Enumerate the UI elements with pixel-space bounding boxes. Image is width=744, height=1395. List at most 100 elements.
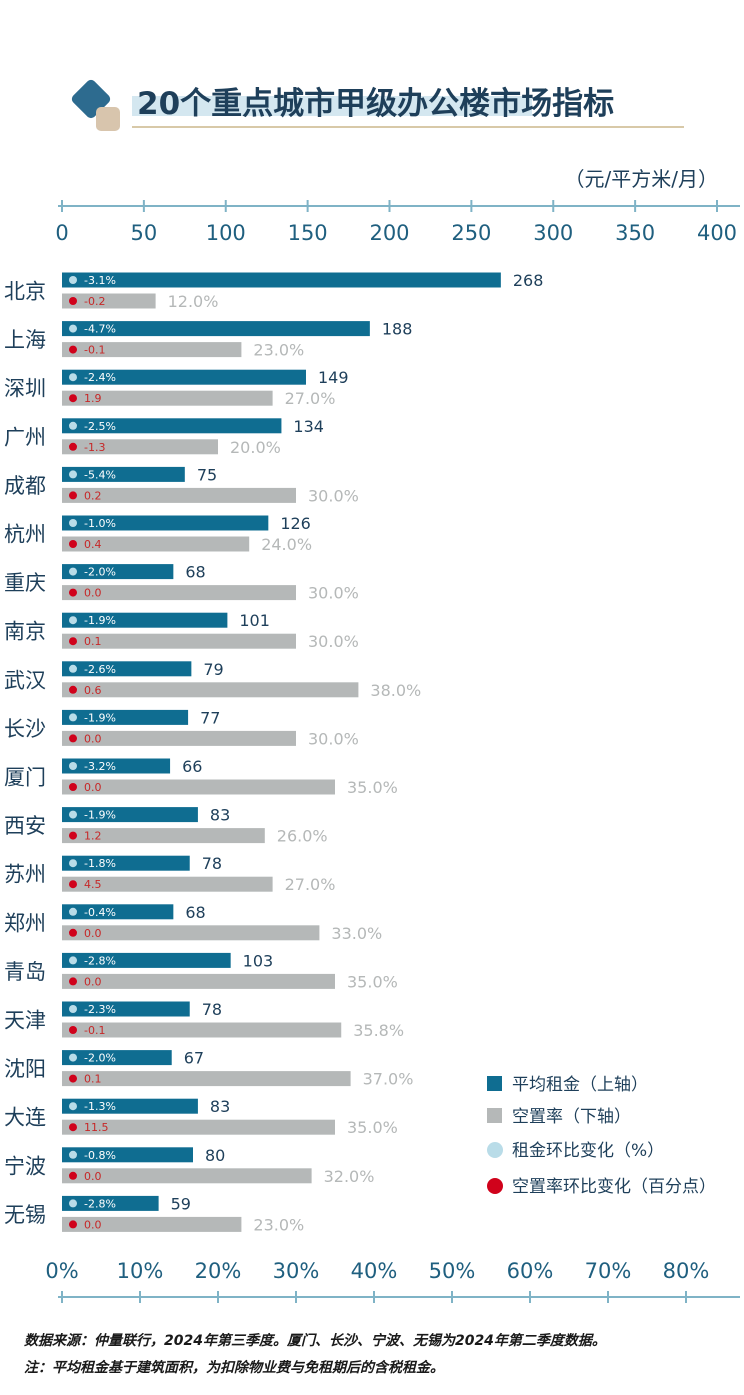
rent-value-label: 134 xyxy=(293,417,324,436)
vacancy-bar xyxy=(62,585,296,601)
vacancy-change-label: 0.6 xyxy=(84,684,102,697)
city-label: 长沙 xyxy=(4,717,46,741)
top-axis-tick-label: 0 xyxy=(55,221,68,245)
legend: 平均租金（上轴） 空置率（下轴） 租金环比变化（%） 空置率环比变化（百分点） xyxy=(487,1075,716,1197)
vacancy-bar xyxy=(62,779,335,795)
rent-change-dot xyxy=(69,1102,77,1111)
legend-vacancy-change-dot xyxy=(487,1178,503,1194)
legend-vacancy-swatch xyxy=(487,1108,502,1123)
vacancy-change-dot xyxy=(69,928,77,937)
top-axis-unit: （元/平方米/月） xyxy=(565,167,718,191)
rent-value-label: 59 xyxy=(171,1194,191,1213)
city-label: 重庆 xyxy=(4,571,46,595)
vacancy-bar xyxy=(62,1168,312,1184)
rent-bar xyxy=(62,1098,198,1114)
rent-value-label: 268 xyxy=(513,271,544,290)
vacancy-value-label: 37.0% xyxy=(363,1070,414,1089)
bottom-axis-tick-label: 80% xyxy=(663,1259,710,1283)
vacancy-bar xyxy=(62,925,320,941)
rent-bar xyxy=(62,612,228,628)
vacancy-bar xyxy=(62,730,296,746)
vacancy-change-dot xyxy=(69,588,77,597)
rent-value-label: 77 xyxy=(200,708,220,727)
bottom-axis-tick-label: 0% xyxy=(45,1259,78,1283)
vacancy-bar xyxy=(62,828,265,844)
city-label: 深圳 xyxy=(4,377,46,401)
bottom-axis-tick-label: 20% xyxy=(195,1259,242,1283)
rent-change-label: -3.1% xyxy=(84,274,116,287)
rent-bar xyxy=(62,904,174,920)
vacancy-value-label: 27.0% xyxy=(285,875,336,894)
vacancy-change-dot xyxy=(69,783,77,791)
vacancy-change-dot xyxy=(69,1220,77,1229)
city-label: 苏州 xyxy=(4,863,46,887)
legend-vacancy-change-label: 空置率环比变化（百分点） xyxy=(512,1177,716,1197)
rent-change-dot xyxy=(69,276,77,284)
footnote: 注：平均租金基于建筑面积，为扣除物业费与免租期后的含税租金。 xyxy=(24,1359,444,1376)
rent-bar xyxy=(62,855,190,871)
vacancy-change-label: 11.5 xyxy=(84,1121,109,1134)
rent-bar xyxy=(62,709,189,725)
title-decoration xyxy=(71,79,684,131)
rent-change-label: -2.8% xyxy=(84,1197,116,1210)
rent-change-label: -1.3% xyxy=(84,1100,116,1113)
vacancy-bar xyxy=(62,390,273,406)
vacancy-value-label: 30.0% xyxy=(308,486,359,505)
vacancy-change-label: 0.1 xyxy=(84,1073,102,1086)
bars-area: 北京 -3.1% 268 -0.2 12.0% 上海 -4.7% 188 -0.1 23.0% 深圳… xyxy=(4,271,543,1234)
city-label: 宁波 xyxy=(4,1154,46,1178)
rent-change-dot xyxy=(69,421,77,430)
rent-change-dot xyxy=(69,567,77,576)
vacancy-bar xyxy=(62,876,273,892)
rent-change-dot xyxy=(69,907,77,916)
rent-bar xyxy=(62,272,501,288)
rent-value-label: 68 xyxy=(185,903,205,922)
vacancy-change-label: 1.9 xyxy=(84,392,102,405)
vacancy-bar xyxy=(62,1071,351,1087)
vacancy-value-label: 38.0% xyxy=(370,681,421,700)
vacancy-value-label: 35.0% xyxy=(347,1118,398,1137)
vacancy-change-dot xyxy=(69,394,77,403)
bottom-axis-tick-label: 60% xyxy=(507,1259,554,1283)
rent-change-dot xyxy=(69,1053,77,1062)
rent-bar xyxy=(62,1050,172,1066)
city-label: 天津 xyxy=(4,1009,46,1033)
legend-rent-change-label: 租金环比变化（%） xyxy=(512,1141,664,1161)
vacancy-change-dot xyxy=(69,1026,77,1034)
rent-change-dot xyxy=(69,1199,77,1208)
rent-change-label: -1.0% xyxy=(84,517,116,530)
vacancy-change-label: 0.0 xyxy=(84,587,102,600)
rent-change-label: -1.9% xyxy=(84,614,116,627)
legend-rent-change-dot xyxy=(487,1142,503,1158)
vacancy-change-label: 0.1 xyxy=(84,635,102,648)
vacancy-value-label: 32.0% xyxy=(324,1167,375,1186)
legend-rent-label: 平均租金（上轴） xyxy=(512,1075,648,1095)
city-label: 青岛 xyxy=(4,960,46,984)
chart-title: 20个重点城市甲级办公楼市场指标 xyxy=(137,86,614,122)
rent-bar xyxy=(62,515,269,531)
vacancy-value-label: 12.0% xyxy=(168,292,219,311)
rent-change-dot xyxy=(69,324,77,333)
city-label: 郑州 xyxy=(4,911,46,935)
rent-value-label: 126 xyxy=(280,514,311,533)
rent-change-label: -1.9% xyxy=(84,711,116,724)
city-label: 成都 xyxy=(4,474,46,498)
rent-change-label: -1.8% xyxy=(84,857,116,870)
vacancy-value-label: 30.0% xyxy=(308,632,359,651)
vacancy-change-dot xyxy=(69,540,77,548)
rent-change-label: -0.4% xyxy=(84,906,116,919)
rent-change-dot xyxy=(69,664,77,673)
rent-value-label: 75 xyxy=(197,465,217,484)
rent-value-label: 188 xyxy=(382,320,413,339)
city-label: 杭州 xyxy=(4,523,46,547)
city-label: 南京 xyxy=(4,620,46,644)
rent-change-label: -2.5% xyxy=(84,420,116,433)
vacancy-change-label: 0.0 xyxy=(84,1218,102,1231)
vacancy-change-label: -0.1 xyxy=(84,344,105,357)
vacancy-change-label: 0.0 xyxy=(84,927,102,940)
top-axis-tick-label: 400 xyxy=(697,221,737,245)
rent-bar xyxy=(62,466,185,482)
top-axis-tick-label: 250 xyxy=(451,221,491,245)
rent-bar xyxy=(62,807,198,823)
